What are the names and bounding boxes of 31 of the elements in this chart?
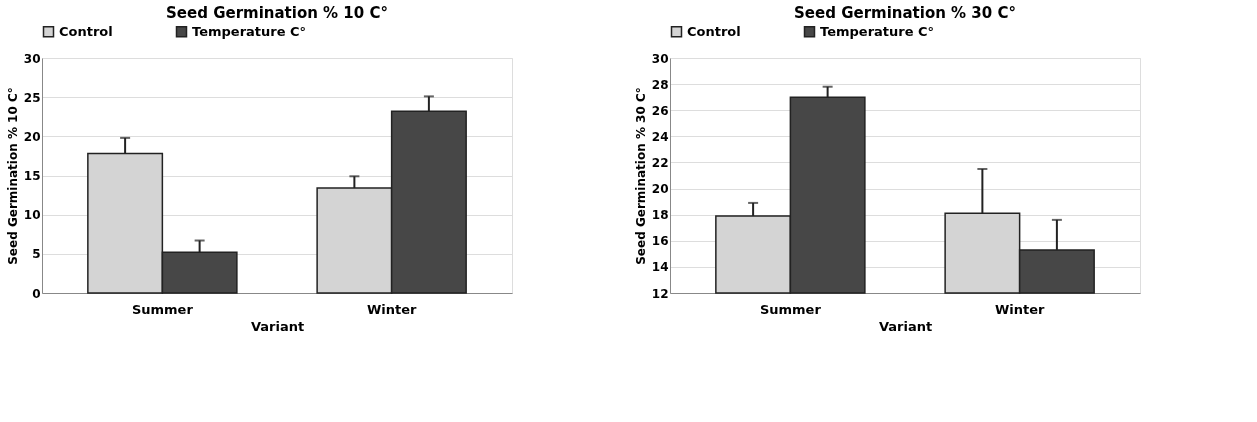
y-tick-label: 14 xyxy=(651,260,669,275)
y-tick-label: 5 xyxy=(32,247,41,262)
y-tick-label: 25 xyxy=(23,90,41,105)
legend-label: Temperature C° xyxy=(192,23,307,39)
y-tick-label: 12 xyxy=(651,286,669,301)
x-axis-title: Variant xyxy=(878,318,933,334)
y-tick-label: 26 xyxy=(651,103,669,118)
y-axis-title: Seed Germination % 30 C° xyxy=(633,87,648,265)
chart-title: Seed Germination % 30 C° xyxy=(794,4,1016,22)
y-tick-label: 0 xyxy=(32,286,41,301)
y-tick-label: 30 xyxy=(23,51,41,66)
y-tick-label: 22 xyxy=(651,155,669,170)
y-tick-label: 28 xyxy=(651,77,669,92)
y-tick-label: 15 xyxy=(23,169,41,183)
y-tick-label: 18 xyxy=(651,208,669,223)
x-axis-title: Variant xyxy=(250,318,305,334)
legend-label: Control xyxy=(59,23,113,39)
chart-title: Seed Germination % 10 C° xyxy=(166,4,388,22)
y-tick-label: 20 xyxy=(651,182,669,197)
x-tick-label: Winter xyxy=(366,301,417,317)
x-tick-label: Winter xyxy=(994,301,1045,317)
x-tick-label: Summer xyxy=(759,301,822,317)
x-tick-label: Summer xyxy=(131,301,194,317)
y-tick-label: 30 xyxy=(651,51,669,66)
y-tick-label: 10 xyxy=(23,208,41,223)
legend-label: Temperature C° xyxy=(820,23,935,39)
y-tick-label: 24 xyxy=(651,129,669,144)
legend-label: Control xyxy=(687,23,741,39)
y-axis-title: Seed Germination % 10 C° xyxy=(5,87,20,265)
y-tick-label: 16 xyxy=(651,234,669,249)
y-tick-label: 20 xyxy=(23,129,41,144)
